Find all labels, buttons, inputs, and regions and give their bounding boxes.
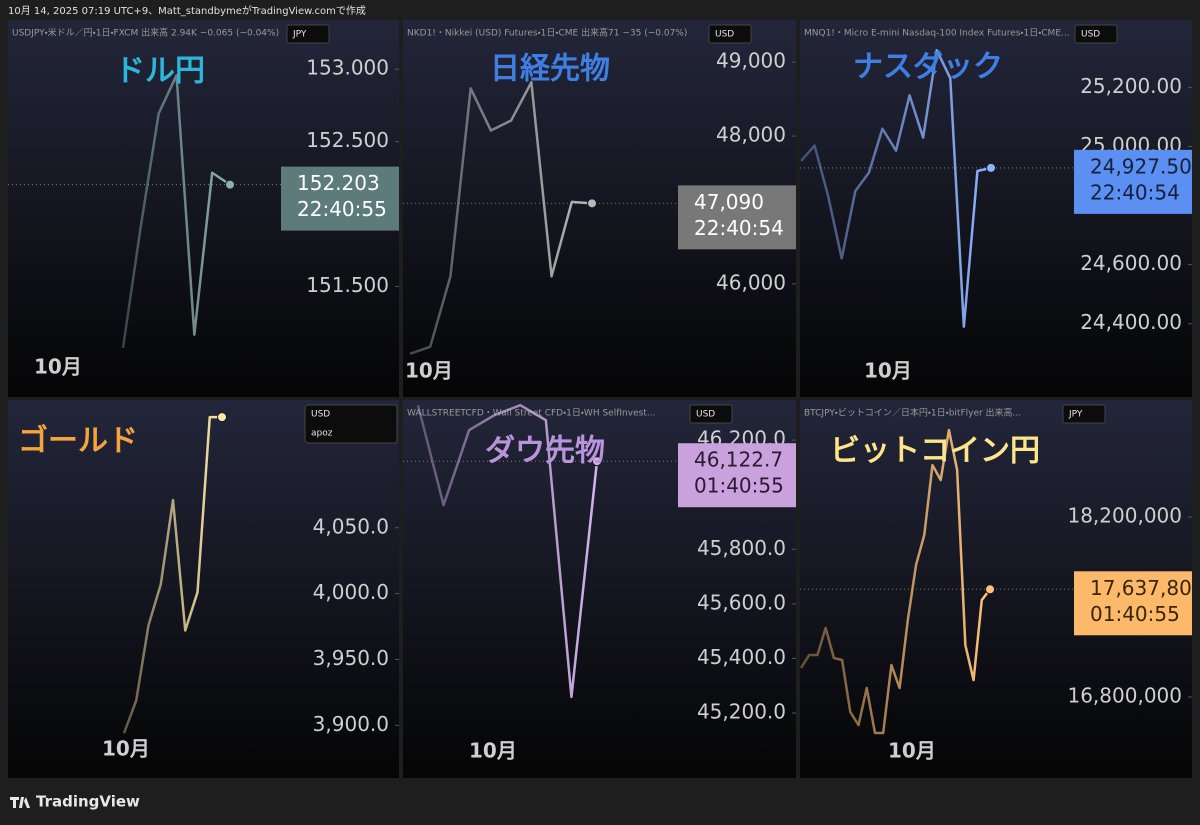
y-tick-label: 45,800.0 — [697, 536, 786, 560]
symbol-info: NKD1!・Nikkei (USD) Futures・1日・CME 出来高71 … — [407, 27, 687, 39]
currency-box[interactable] — [708, 24, 752, 44]
price-label: 24,927.50 — [1090, 154, 1192, 178]
y-tick-label: 18,200,000 — [1067, 504, 1182, 528]
price-line-series — [409, 81, 593, 355]
price-label-box — [678, 443, 796, 508]
currency-label[interactable]: USD — [1081, 30, 1100, 40]
price-time: 01:40:55 — [1090, 602, 1180, 626]
last-point — [986, 162, 996, 173]
currency-menu-item[interactable]: apoz — [311, 429, 333, 439]
y-tick-label: 151.500 — [306, 273, 389, 297]
chart-panel: MNQ1!・Micro E-mini Nasdaq-100 Index Futu… — [800, 20, 1192, 397]
y-tick-label: 45,600.0 — [697, 590, 786, 614]
chart-panel: 4,050.0 4,000.0 3,950.0 3,900.0 ゴールド 10月 USD ap… — [8, 400, 399, 778]
y-tick-label: 3,900.0 — [313, 712, 389, 736]
price-time: 22:40:54 — [694, 216, 784, 240]
chart-title: ドル円 — [115, 54, 205, 89]
price-line-series — [122, 415, 222, 734]
panel-bg — [8, 400, 399, 778]
y-tick-label: 24,400.00 — [1080, 310, 1182, 334]
logo-mark — [10, 797, 30, 808]
chart-panel: BTCJPY・ビットコイン／日本円・1日・bitFlyer 出来高... JPY 1… — [800, 400, 1200, 778]
y-tick-label: 45,400.0 — [697, 645, 786, 669]
last-point — [985, 584, 995, 595]
y-tick-label: 45,200.0 — [697, 700, 786, 724]
chart-panel: WALLSTREETCFD・Wall Street CFD・1日・WH Self… — [403, 400, 796, 778]
price-time: 22:40:55 — [297, 197, 387, 221]
price-label: 46,122.7 — [694, 448, 783, 472]
currency-box[interactable] — [286, 24, 330, 44]
x-axis-label: 10月 — [34, 355, 82, 379]
last-point — [592, 456, 602, 467]
chart-title: ダウ先物 — [485, 434, 605, 469]
currency-label[interactable]: USD — [715, 30, 734, 40]
currency-label[interactable]: JPY — [292, 30, 307, 40]
y-tick-label: 4,000.0 — [313, 580, 389, 604]
x-axis-label: 10月 — [102, 737, 150, 761]
price-label-box — [1074, 149, 1192, 214]
y-tick-label: 16,800,000 — [1067, 684, 1182, 708]
price-line-series — [800, 48, 992, 328]
price-label: 152.203 — [297, 171, 380, 195]
currency-box[interactable] — [689, 404, 733, 424]
price-label: 17,637,803 — [1090, 576, 1200, 600]
y-tick-label: 4,050.0 — [313, 514, 389, 538]
x-axis-label: 10月 — [888, 739, 936, 763]
chart-panel: USDJPY・米ドル／円・1日・FXCM 出来高 2.94K −0.065 (−… — [8, 20, 399, 397]
symbol-info: USDJPY・米ドル／円・1日・FXCM 出来高 2.94K −0.065 (−… — [12, 27, 279, 39]
price-label: 47,090 — [694, 190, 764, 214]
footer-logo: TradingView — [10, 793, 140, 811]
y-tick-label: 153.000 — [306, 56, 389, 80]
price-label-box — [281, 166, 399, 231]
footer-text: TradingView — [36, 793, 140, 811]
price-label-box — [1074, 571, 1192, 636]
currency-label[interactable]: USD — [696, 410, 715, 420]
last-point — [225, 179, 235, 190]
header-text: 10月 14, 2025 07:19 UTC+9、Matt_standbymeが… — [8, 4, 366, 17]
price-line-series — [416, 403, 599, 699]
price-label-box — [678, 185, 796, 250]
y-tick-label: 25,200.00 — [1080, 74, 1182, 98]
currency-label[interactable]: JPY — [1068, 410, 1083, 420]
price-time: 22:40:54 — [1090, 180, 1180, 204]
y-tick-label: 46,000 — [716, 270, 786, 294]
y-tick-label: 49,000 — [716, 49, 786, 73]
panels: USDJPY・米ドル／円・1日・FXCM 出来高 2.94K −0.065 (−… — [8, 20, 1200, 778]
chart-title: ナスダック — [853, 50, 1003, 85]
y-tick-label: 152.500 — [306, 128, 389, 152]
price-time: 01:40:55 — [694, 474, 784, 498]
currency-box[interactable] — [1074, 24, 1118, 44]
chart-title: ゴールド — [18, 424, 138, 459]
symbol-info: BTCJPY・ビットコイン／日本円・1日・bitFlyer 出来高... — [804, 407, 1021, 419]
currency-menu-item[interactable]: USD — [311, 410, 330, 420]
x-axis-label: 10月 — [469, 739, 517, 763]
price-line-series — [121, 74, 231, 348]
y-tick-label: 3,950.0 — [313, 646, 389, 670]
y-tick-label: 24,600.00 — [1080, 251, 1182, 275]
currency-box[interactable] — [1062, 404, 1106, 424]
symbol-info: MNQ1!・Micro E-mini Nasdaq-100 Index Futu… — [804, 28, 1070, 39]
chart-title: ビットコイン円 — [830, 434, 1040, 469]
last-point — [217, 412, 227, 423]
x-axis-label: 10月 — [864, 359, 912, 383]
x-axis-label: 10月 — [405, 359, 453, 383]
price-line-series — [800, 428, 991, 735]
chart-panel: NKD1!・Nikkei (USD) Futures・1日・CME 出来高71 … — [403, 20, 796, 397]
currency-menu[interactable] — [304, 404, 398, 444]
y-tick-label: 48,000 — [716, 123, 786, 147]
chart-title: 日経先物 — [490, 52, 610, 87]
last-point — [587, 198, 597, 209]
